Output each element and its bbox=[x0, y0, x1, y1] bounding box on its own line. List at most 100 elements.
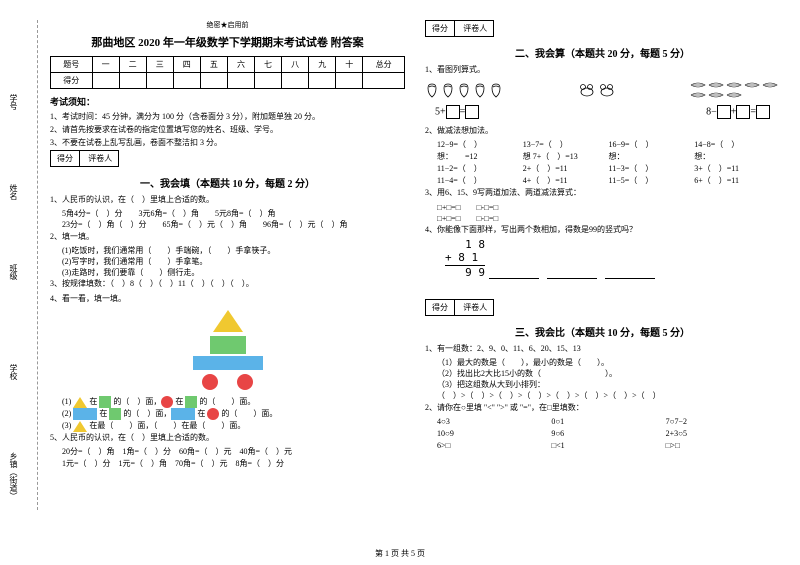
cell: 9○6 bbox=[551, 428, 665, 440]
cell: □>□ bbox=[666, 440, 780, 452]
square-icon bbox=[228, 336, 246, 354]
section-2-title: 二、我会算（本题共 20 分，每题 5 分） bbox=[425, 45, 780, 60]
rect-icon bbox=[193, 356, 263, 370]
leaf-group bbox=[690, 81, 780, 99]
s3q1d: （ ）>（ ）>（ ）>（ ）>（ ）>（ ）>（ ）>（ ） bbox=[437, 390, 780, 401]
circle-icon bbox=[161, 396, 173, 408]
score-table: 题号 一 二 三 四 五 六 七 八 九 十 总分 得分 bbox=[50, 56, 405, 89]
notice-item: 1、考试时间：45 分钟，满分为 100 分（含卷面分 3 分），附加题单独 2… bbox=[50, 111, 405, 122]
q5: 5、人民币的认识，在（ ）里填上合适的数。 bbox=[50, 432, 405, 443]
leaf-icon bbox=[708, 91, 724, 99]
cell: 0○1 bbox=[551, 416, 665, 428]
circle-icon bbox=[207, 408, 219, 420]
th: 六 bbox=[227, 57, 254, 73]
mouse-icon bbox=[578, 82, 596, 98]
vertical-calc-row: 1 8 + 8 1 9 9 bbox=[425, 238, 780, 279]
leaf-icon bbox=[744, 81, 760, 89]
score-header-row: 题号 一 二 三 四 五 六 七 八 九 十 总分 bbox=[51, 57, 405, 73]
picture-equation bbox=[425, 81, 780, 99]
calc-c: 9 9 bbox=[445, 266, 485, 279]
square-icon bbox=[185, 396, 197, 408]
th: 一 bbox=[92, 57, 119, 73]
th: 总分 bbox=[363, 57, 405, 73]
q2c: (3)走路时，我们要靠（ ）侧行走。 bbox=[62, 267, 405, 278]
margin-label: 学号 bbox=[8, 94, 19, 110]
q4c: (3) 在最（ ）面，（ ）在最（ ）面。 bbox=[62, 420, 405, 432]
page-footer: 第 1 页 共 5 页 bbox=[0, 548, 800, 559]
leaf-icon bbox=[690, 91, 706, 99]
s2q4: 4、你能像下面那样，写出两个数相加，得数是99的竖式吗？ bbox=[425, 224, 780, 235]
grader-label: 评卷人 bbox=[82, 151, 118, 166]
q4: 4、看一看，填一填。 bbox=[50, 293, 405, 304]
q4b: (2) 在 的（ ）面， 在 的（ ）面。 bbox=[62, 408, 405, 420]
mouse-icon bbox=[598, 82, 616, 98]
acorn-icon bbox=[489, 82, 503, 98]
th: 题号 bbox=[51, 57, 93, 73]
leaf-icon bbox=[690, 81, 706, 89]
s2q3: 3、用6、15、9写两道加法、两道减法算式： bbox=[425, 187, 780, 198]
binding-margin: 乡镇（街道） 学校 班级 姓名 学号 bbox=[8, 20, 38, 510]
cell: 2+（ ）=11 bbox=[523, 163, 609, 175]
square-icon bbox=[99, 396, 111, 408]
s3q1: 1、有一组数：2、9、0、11、6、20、15、13 bbox=[425, 343, 780, 354]
square-icon bbox=[210, 336, 228, 354]
cell: 12−9=（ ） bbox=[437, 139, 523, 151]
cell: 3+（ ）=11 bbox=[694, 163, 780, 175]
s3q1a: （1）最大的数是（ ），最小的数是（ ）。 bbox=[437, 357, 780, 368]
cell: 想： =12 bbox=[437, 151, 523, 163]
square-icon bbox=[109, 408, 121, 420]
leaf-icon bbox=[726, 91, 742, 99]
equation-row: 5+= 8−+= bbox=[425, 105, 780, 119]
th: 五 bbox=[200, 57, 227, 73]
grader-label: 评卷人 bbox=[457, 21, 493, 36]
calc-grid: 12−9=（ ）13−7=（ ）16−9=（ ）14−8=（ ） 想： =12想… bbox=[437, 139, 780, 187]
mouse-group bbox=[578, 82, 616, 98]
notice-title: 考试须知： bbox=[50, 95, 405, 108]
th: 八 bbox=[282, 57, 309, 73]
th: 九 bbox=[309, 57, 336, 73]
cell: 13−7=（ ） bbox=[523, 139, 609, 151]
right-column: 得分 评卷人 二、我会算（本题共 20 分，每题 5 分） 1、看图列算式。 5 bbox=[425, 20, 780, 469]
left-column: 绝密★启用前 那曲地区 2020 年一年级数学下学期期末考试试卷 附答案 题号 … bbox=[50, 20, 405, 469]
s2q1: 1、看图列算式。 bbox=[425, 64, 780, 75]
circle-icon bbox=[237, 374, 253, 390]
cell: 7○7−2 bbox=[666, 416, 780, 428]
score-label: 得分 bbox=[426, 300, 455, 315]
section-3-title: 三、我会比（本题共 10 分，每题 5 分） bbox=[425, 324, 780, 339]
rect-icon bbox=[73, 408, 97, 420]
circle-icon bbox=[202, 374, 218, 390]
secret-label: 绝密★启用前 bbox=[50, 20, 405, 30]
q1a: 5角4分=（ ）分 3元6角=（ ）角 5元8角=（ ）角 bbox=[62, 208, 405, 219]
q1: 1、人民币的认识，在（ ）里填上合适的数。 bbox=[50, 194, 405, 205]
cell: 11−5=（ ） bbox=[609, 175, 695, 187]
s3q1b: （2）找出比2大比15小的数（ ）。 bbox=[437, 368, 780, 379]
th: 七 bbox=[255, 57, 282, 73]
grader-label: 评卷人 bbox=[457, 300, 493, 315]
blank bbox=[605, 267, 655, 279]
s2q3a: □+□=□ □-□=□ bbox=[437, 202, 780, 213]
margin-label: 乡镇（街道） bbox=[8, 452, 19, 500]
q5b: 1元=（ ）分 1元=（ ）角 70角=（ ）元 8角=（ ）分 bbox=[62, 458, 405, 469]
s2q2: 2、做减法想加法。 bbox=[425, 125, 780, 136]
cell: 4○3 bbox=[437, 416, 551, 428]
th: 三 bbox=[146, 57, 173, 73]
acorn-icon bbox=[441, 82, 455, 98]
grader-box: 得分 评卷人 bbox=[50, 150, 119, 167]
acorn-icon bbox=[457, 82, 471, 98]
vertical-calc: 1 8 + 8 1 9 9 bbox=[445, 238, 485, 279]
cell: □<1 bbox=[551, 440, 665, 452]
th: 四 bbox=[173, 57, 200, 73]
q2: 2、填一填。 bbox=[50, 231, 405, 242]
margin-label: 班级 bbox=[8, 264, 19, 280]
compare-grid: 4○30○17○7−2 10○99○62+3○5 6>□□<1□>□ bbox=[437, 416, 780, 452]
triangle-icon bbox=[213, 310, 243, 332]
cell: 4+（ ）=11 bbox=[523, 175, 609, 187]
cell: 11−4=（ ） bbox=[437, 175, 523, 187]
cell: 想： bbox=[694, 151, 780, 163]
shape-figure bbox=[50, 310, 405, 390]
q4a: (1) 在 的（ ）面， 在 的（ ）面。 bbox=[62, 396, 405, 408]
cell: 2+3○5 bbox=[666, 428, 780, 440]
triangle-icon bbox=[73, 396, 87, 408]
calc-b: + 8 1 bbox=[445, 251, 485, 264]
q5a: 20分=（ ）角 1角=（ ）分 60角=（ ）元 40角=（ ）元 bbox=[62, 446, 405, 457]
